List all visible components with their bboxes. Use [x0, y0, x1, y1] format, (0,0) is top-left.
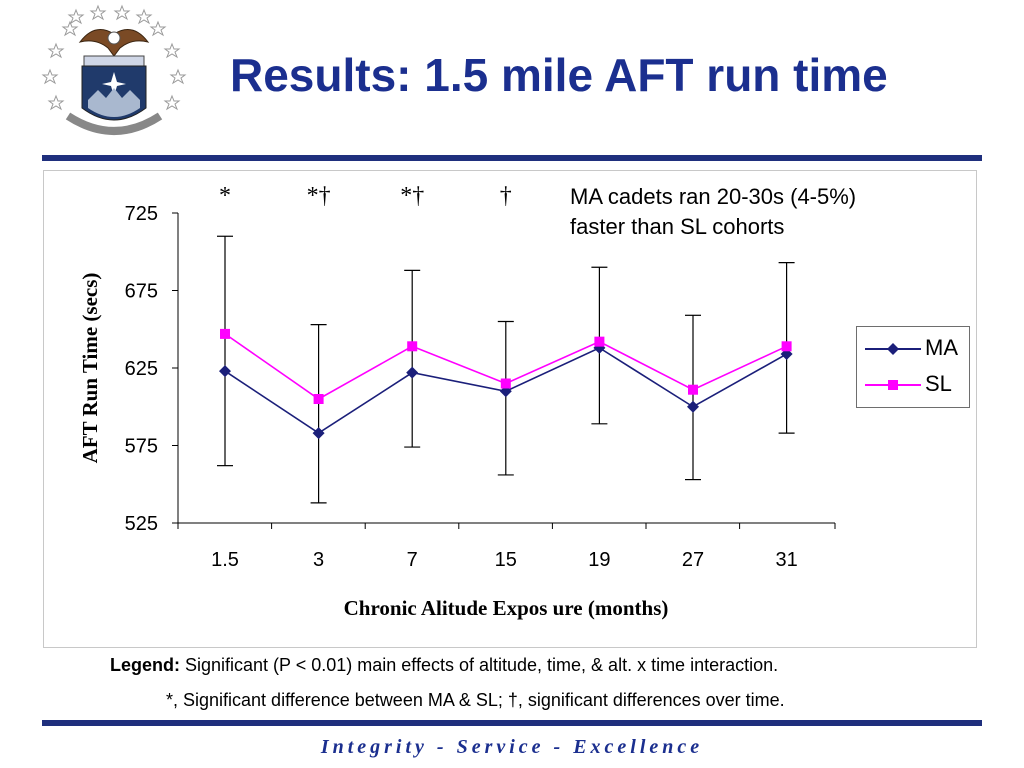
- significance-mark: *: [219, 183, 231, 209]
- legend-footnote-text: Significant (P < 0.01) main effects of a…: [180, 655, 779, 675]
- significance-mark: *†: [307, 183, 331, 209]
- legend-diamond-marker-icon: [865, 343, 921, 355]
- y-tick-label: 625: [125, 358, 158, 380]
- x-tick-label: 27: [682, 549, 704, 571]
- data-point-sl: [407, 341, 418, 352]
- data-point-sl: [781, 341, 792, 352]
- chart-annotation: MA cadets ran 20-30s (4-5%) faster than …: [570, 182, 856, 242]
- data-point-ma: [219, 365, 231, 378]
- y-tick-label: 575: [125, 436, 158, 458]
- significance-mark: *†: [400, 183, 424, 209]
- annotation-line-1: MA cadets ran 20-30s (4-5%): [570, 184, 857, 209]
- data-point-sl: [220, 328, 230, 339]
- x-tick-label: 31: [775, 549, 797, 571]
- annotation-line-2: faster than SL cohorts: [570, 214, 785, 239]
- x-axis-title: Chronic Alitude Expos ure (months): [344, 596, 669, 620]
- data-point-sl: [594, 336, 605, 347]
- y-tick-label: 525: [125, 513, 158, 535]
- x-tick-label: 1.5: [211, 549, 239, 571]
- significance-mark: †: [500, 183, 512, 209]
- legend-item-ma: MA: [865, 335, 965, 363]
- significance-footnote: *, Significant difference between MA & S…: [166, 690, 785, 710]
- x-tick-label: 19: [588, 549, 610, 571]
- y-tick-label: 675: [125, 281, 158, 303]
- data-point-sl: [313, 394, 324, 404]
- legend-square-marker-icon: [865, 380, 921, 390]
- data-point-sl: [500, 378, 511, 389]
- footer-motto: Integrity - Service - Excellence: [320, 736, 704, 758]
- legend-footnote: Legend: Significant (P < 0.01) main effe…: [110, 655, 778, 676]
- top-divider: [42, 155, 982, 161]
- data-point-ma: [406, 366, 419, 379]
- data-point-ma: [687, 400, 699, 413]
- data-point-ma: [312, 427, 325, 440]
- air-force-academy-seal-logo: [41, 4, 187, 135]
- chart-frame: [43, 170, 977, 648]
- legend-label-sl: SL: [925, 371, 952, 396]
- y-axis-title: AFT Run Time (secs): [78, 273, 102, 464]
- x-tick-label: 3: [313, 549, 324, 571]
- bottom-divider: [42, 720, 982, 726]
- legend-item-sl: SL: [865, 371, 965, 399]
- x-tick-label: 15: [495, 549, 517, 571]
- y-tick-label: 725: [125, 203, 158, 225]
- x-tick-label: 7: [407, 549, 418, 571]
- legend-label-ma: MA: [925, 335, 958, 360]
- data-point-sl: [688, 384, 698, 395]
- chart-legend: MA SL: [856, 326, 970, 408]
- legend-footnote-label: Legend:: [110, 655, 180, 675]
- slide-title: Results: 1.5 mile AFT run time: [230, 49, 888, 101]
